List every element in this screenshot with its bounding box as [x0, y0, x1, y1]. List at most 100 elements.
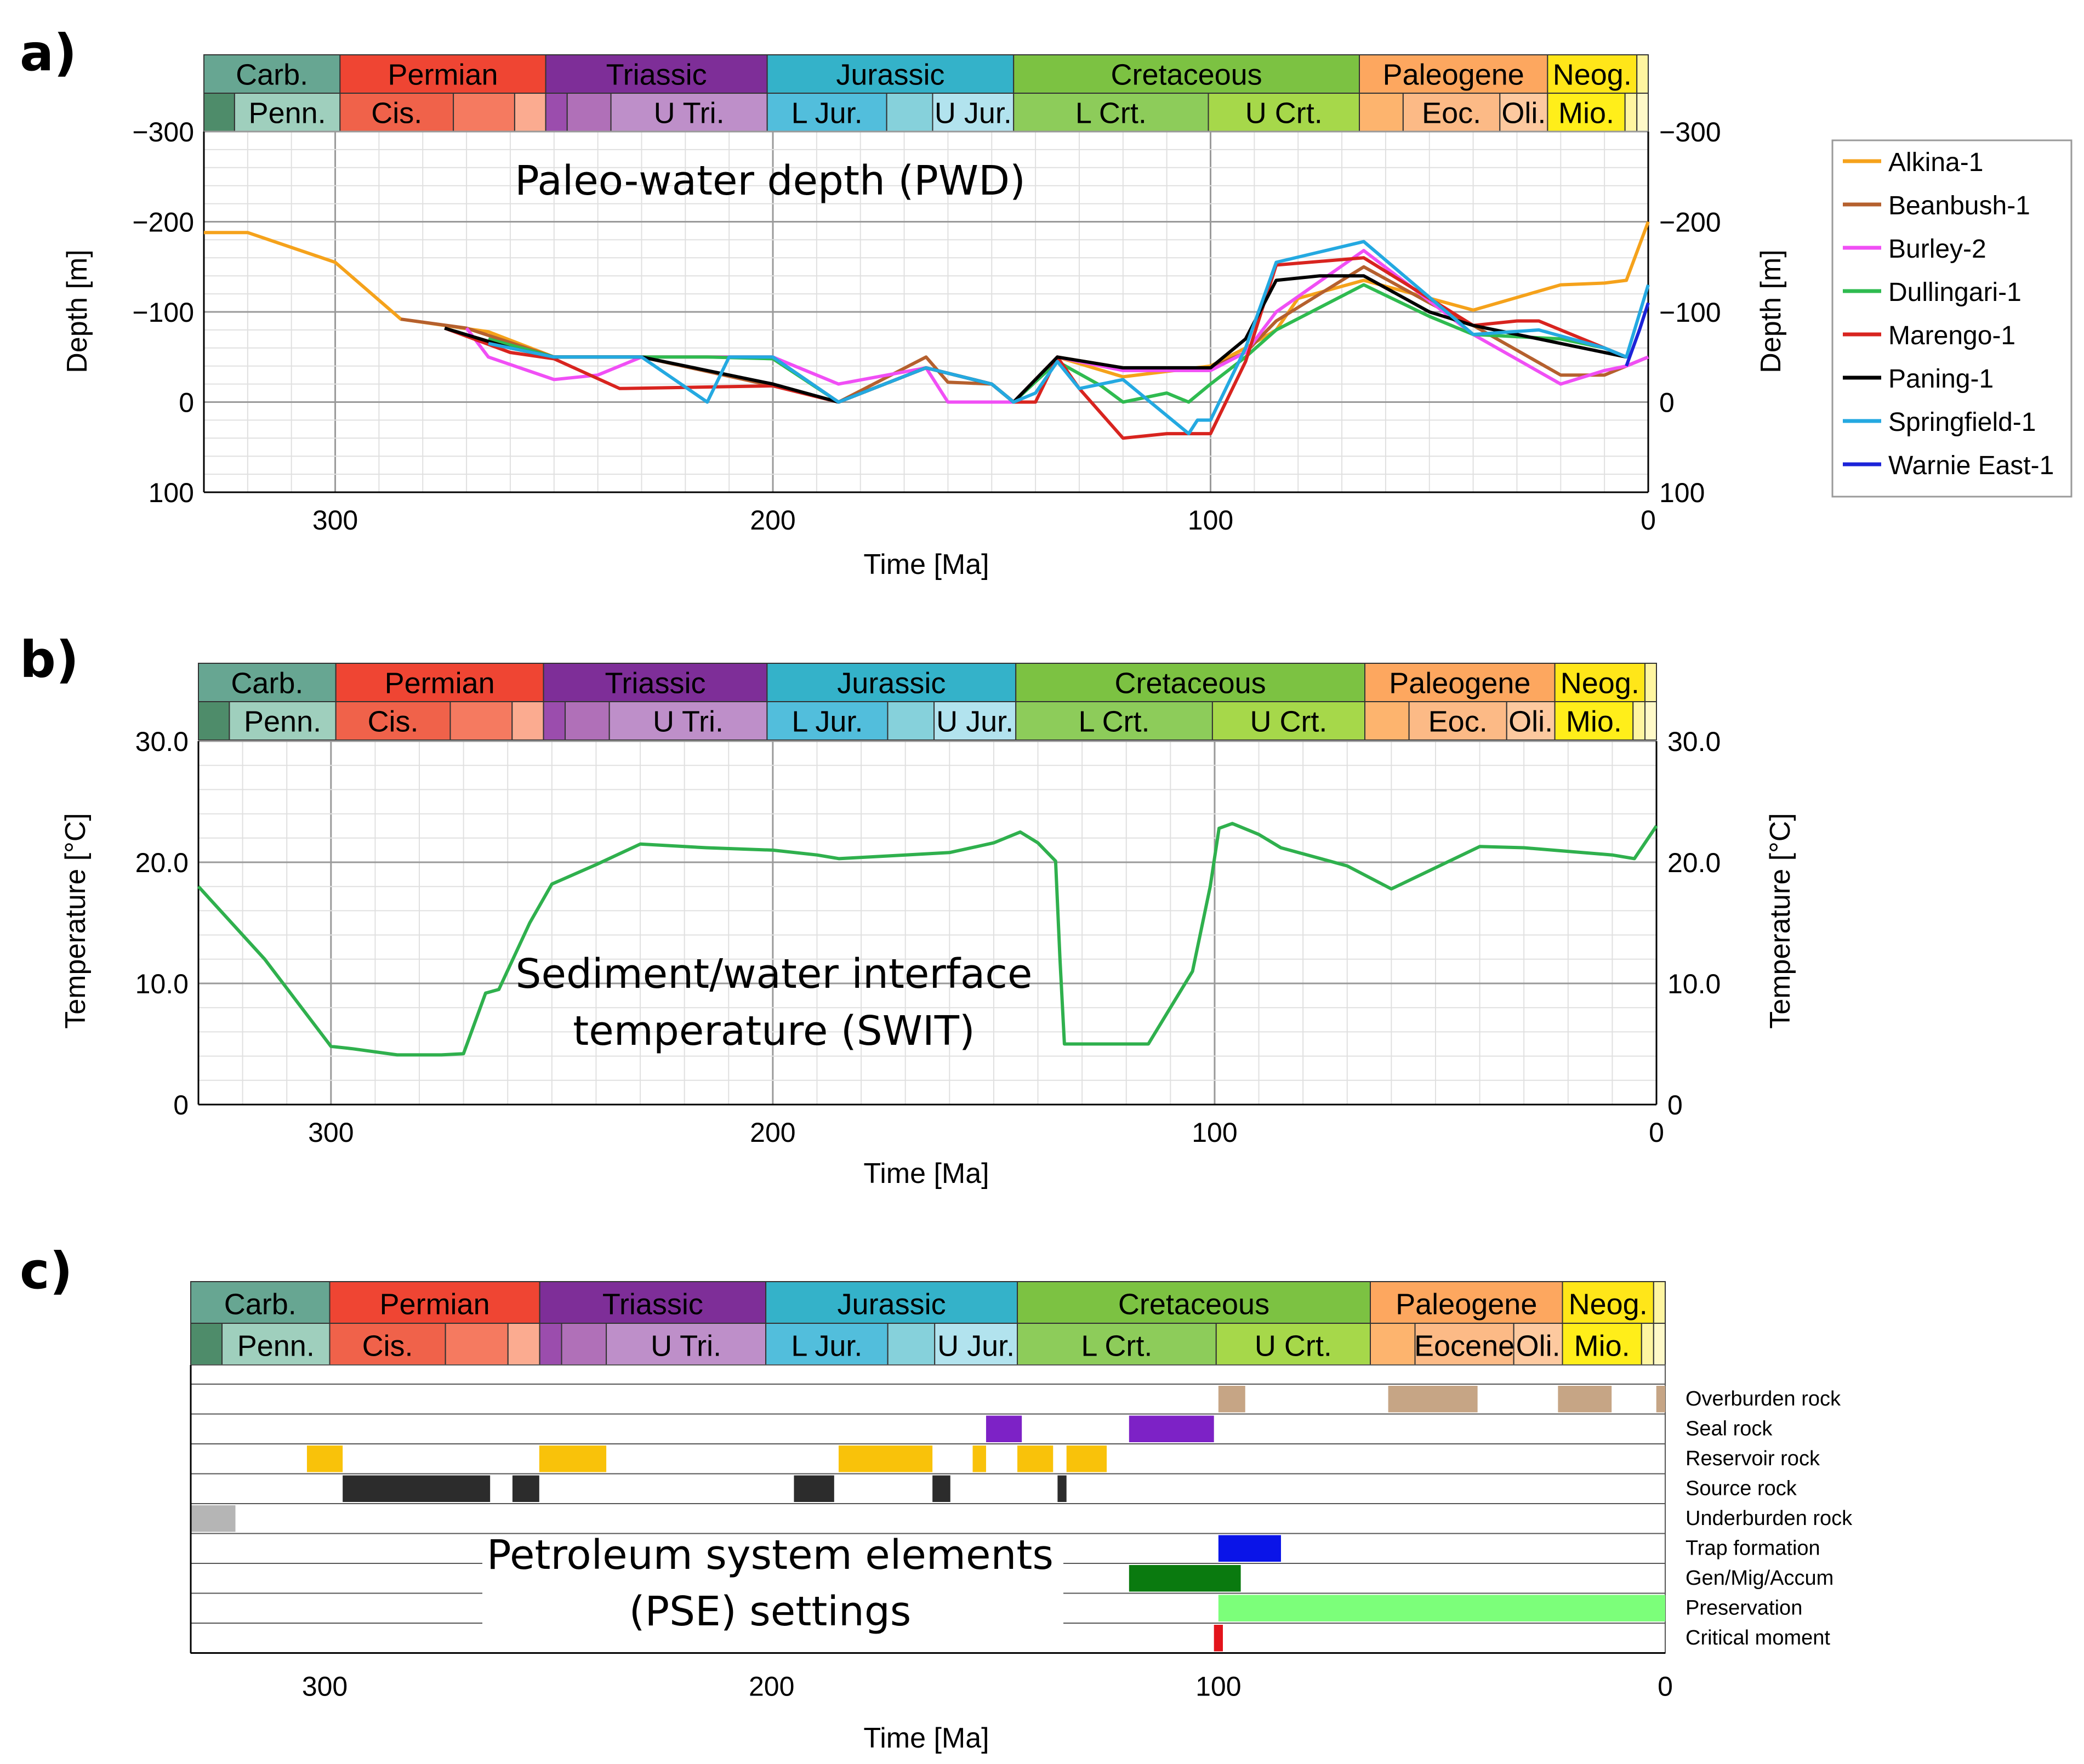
period-label: Jurassic: [838, 1288, 946, 1321]
pse-bar: [306, 1446, 343, 1472]
epoch-cell: [766, 701, 889, 741]
pse-bar: [1214, 1625, 1223, 1652]
epoch-cell: [561, 1323, 607, 1365]
x-tick-label: 0: [1641, 505, 1656, 536]
timescale-a: Carb. Permian Triassic Jurassic Cretaceous Pa…: [203, 54, 1649, 132]
x-tick-label: 100: [1188, 505, 1233, 536]
pwd-y-label-left: Depth [m]: [61, 249, 93, 373]
pse-bar: [539, 1446, 607, 1472]
pse-row-label: Overburden rock: [1686, 1387, 1841, 1410]
period-cell: [1359, 54, 1548, 94]
x-tick-label: 300: [312, 505, 358, 536]
pse-row: [190, 1503, 1666, 1534]
legend-item: Springfield-1: [1888, 408, 2036, 437]
swit-title-line-2: temperature (SWIT): [573, 1008, 975, 1055]
panel-c: Carb. Permian Triassic Jurassic Cretaceous Pa…: [190, 1281, 1853, 1754]
epoch-cell: [1364, 701, 1410, 741]
epoch-cell: [610, 93, 768, 132]
pse-row-label: Source rock: [1686, 1477, 1797, 1500]
y-tick-label-right: 100: [1659, 477, 1705, 508]
epoch-label: Mio.: [1566, 705, 1622, 738]
epoch-cell: [887, 701, 935, 741]
pse-bar: [1129, 1415, 1214, 1442]
epoch-cell: [1624, 93, 1638, 132]
period-cell: [1653, 1281, 1666, 1324]
epoch-cell: [1408, 701, 1507, 741]
epoch-label: L Crt.: [1075, 97, 1147, 130]
panel-a: Carb. Permian Triassic Jurassic Cretaceous Pa…: [61, 54, 2072, 581]
period-label: Paleogene: [1396, 1288, 1537, 1321]
epoch-cell: [565, 701, 610, 741]
panel-label-a: a): [20, 24, 77, 82]
period-cell: [543, 663, 768, 702]
epoch-cell: [1215, 1323, 1371, 1365]
epoch-cell: [335, 701, 451, 741]
pse-bar: [1218, 1595, 1665, 1621]
period-label: Paleogene: [1383, 59, 1524, 92]
timescale-b: Carb. Permian Triassic Jurassic Cretaceous Pa…: [198, 663, 1658, 741]
epoch-label: L Jur.: [791, 1329, 862, 1362]
epoch-label: Oli.: [1516, 1329, 1561, 1362]
pse-x-tick-label: 300: [302, 1671, 348, 1702]
pse-bar: [1218, 1535, 1281, 1562]
epoch-label: U Jur.: [937, 1329, 1015, 1362]
period-label: Jurassic: [837, 667, 946, 700]
period-cell: [1015, 663, 1366, 702]
epoch-label: Mio.: [1574, 1329, 1630, 1362]
pse-title-line-1: Petroleum system elements: [487, 1532, 1054, 1579]
period-label: Neog.: [1553, 59, 1632, 92]
pse-row-label: Critical moment: [1686, 1626, 1830, 1649]
period-label: Triassic: [605, 667, 705, 700]
pse-bar: [1017, 1446, 1054, 1472]
period-cell: [329, 1281, 540, 1324]
pse-bar: [932, 1475, 950, 1502]
y-tick-label-left: −200: [132, 207, 194, 238]
period-cell: [203, 54, 341, 94]
period-cell: [1370, 1281, 1563, 1324]
y-tick-label-right: −100: [1659, 297, 1721, 328]
y-tick-label-right: 30.0: [1667, 726, 1721, 757]
y-tick-label-left: 20.0: [135, 847, 189, 878]
pse-row-label: Gen/Mig/Accum: [1686, 1567, 1834, 1590]
plot-c: Overburden rock Seal rock Reservoir rock So…: [190, 1364, 1853, 1702]
pse-x-label: Time [Ma]: [863, 1722, 989, 1754]
period-label: Triassic: [602, 1288, 703, 1321]
period-cell: [1644, 663, 1658, 702]
epoch-cell: [1506, 701, 1556, 741]
epoch-label: Eoc.: [1428, 705, 1488, 738]
period-cell: [1562, 1281, 1654, 1324]
period-cell: [765, 1281, 1018, 1324]
pse-bar: [1066, 1446, 1107, 1472]
pwd-y-label-right: Depth [m]: [1755, 249, 1787, 373]
legend-item: Alkina-1: [1888, 148, 1983, 177]
epoch-cell: [453, 93, 515, 132]
period-label: Triassic: [606, 59, 707, 92]
epoch-cell: [934, 1323, 1018, 1365]
epoch-cell: [1370, 1323, 1416, 1365]
swit-y-label-left: Temperature [°C]: [60, 813, 92, 1029]
panel-b: Carb. Permian Triassic Jurassic Cretaceous Pa…: [60, 663, 1796, 1190]
epoch-cell: [511, 701, 544, 741]
y-tick-label-right: −200: [1659, 207, 1721, 238]
epoch-cell: [1632, 701, 1646, 741]
epoch-cell: [1359, 93, 1404, 132]
epoch-cell: [1644, 701, 1658, 741]
period-label: Carb.: [224, 1288, 297, 1321]
y-tick-label-right: 0: [1659, 388, 1675, 418]
period-cell: [198, 663, 337, 702]
pse-bar: [1129, 1565, 1241, 1592]
pse-bar: [972, 1446, 986, 1472]
epoch-cell: [1211, 701, 1366, 741]
epoch-cell: [606, 1323, 767, 1365]
epoch-cell: [886, 93, 933, 132]
period-label: Permian: [385, 667, 495, 700]
period-label: Cretaceous: [1111, 59, 1262, 92]
y-tick-label-left: −300: [132, 117, 194, 147]
y-tick-label-right: 0: [1667, 1090, 1683, 1120]
epoch-label: Mio.: [1558, 97, 1614, 130]
pse-top-strip: [190, 1364, 1666, 1385]
epoch-cell: [1208, 93, 1360, 132]
swit-x-label: Time [Ma]: [863, 1158, 989, 1190]
epoch-label: U Crt.: [1255, 1329, 1332, 1362]
